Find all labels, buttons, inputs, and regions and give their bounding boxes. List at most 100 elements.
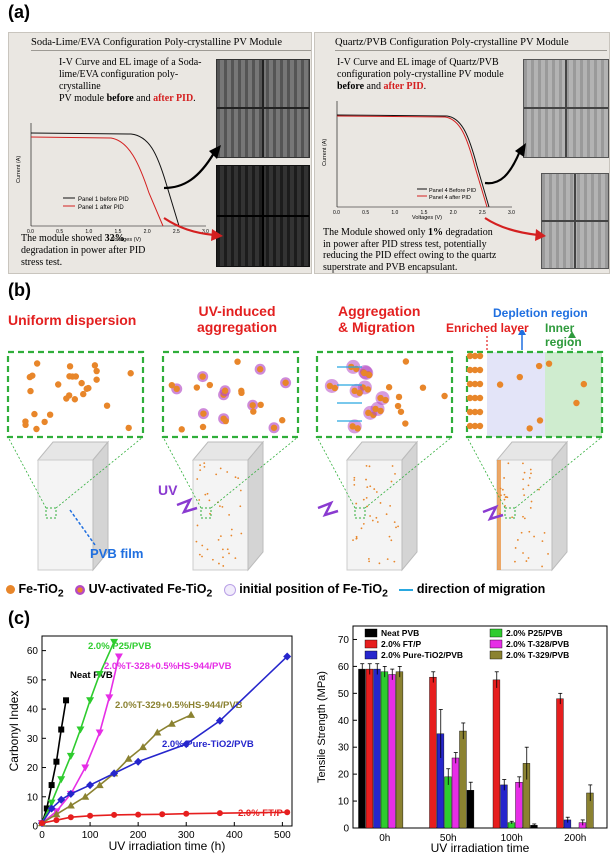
fe-tio2-particle	[476, 422, 484, 430]
fe-tio2-particle	[354, 425, 361, 432]
fe-tio2-particle	[199, 423, 207, 431]
data-point	[86, 781, 95, 790]
right-before-pid-curve	[336, 114, 490, 208]
fe-tio2-particle	[471, 380, 479, 388]
particle-dot	[543, 531, 546, 534]
particle-dot	[390, 539, 393, 542]
particle-dot	[501, 488, 504, 491]
data-point	[87, 812, 94, 819]
bar	[515, 782, 523, 829]
legend-label: 2.0% T-329/PVB	[506, 650, 569, 660]
particle-dot	[221, 505, 224, 508]
legend-swatch	[364, 650, 378, 660]
particle-dot	[397, 525, 399, 528]
particle-dot	[503, 477, 505, 479]
particle-dot	[203, 465, 206, 468]
data-point	[135, 811, 142, 818]
fe-tio2-particle	[466, 408, 474, 416]
y-tick-label: 60	[338, 662, 350, 673]
left-el-image-after	[216, 165, 310, 267]
particle-dot	[237, 477, 240, 480]
fe-tio2-particle	[496, 381, 504, 388]
particle-dot	[234, 476, 237, 479]
particle-dot	[523, 517, 526, 520]
y-tick-label: 50	[338, 689, 350, 700]
fe-tio2-particle	[173, 385, 180, 393]
bar	[451, 757, 460, 829]
particle-dot	[221, 548, 224, 551]
particle-dot	[371, 519, 374, 522]
particle-dot	[375, 516, 378, 519]
left-header: Soda-Lime/EVA Configuration Poly-crystal…	[31, 37, 311, 51]
particle-dot	[522, 515, 524, 518]
particle-dot	[239, 489, 242, 492]
fe-tio2-particle	[382, 396, 389, 404]
particle-dot	[217, 538, 220, 541]
particle-dot	[353, 483, 356, 486]
right-iv-xlabel: Voltages (V)	[412, 215, 442, 221]
particle-dot	[547, 553, 549, 555]
left-conclusion: The module showed 32% degradation in pow…	[21, 233, 146, 268]
fe-tio2-particle	[372, 405, 379, 413]
zoom-box	[200, 507, 212, 519]
fe-tio2-particle	[63, 395, 70, 402]
right-after-pid-curve	[336, 115, 488, 208]
data-point	[159, 811, 166, 818]
fe-tio2-particle	[377, 394, 384, 402]
fe-tio2-icon	[6, 585, 15, 595]
right-conclusion: The Module showed only 1% degradation in…	[323, 227, 497, 273]
y-tick-label: 60	[27, 646, 39, 657]
bar	[429, 676, 437, 829]
depletion-region-label: Depletion region	[493, 306, 588, 320]
particle-dot	[365, 478, 367, 481]
carbonyl-index-chart: 0 100 200 300 400 500 0 10 20 30 40 50 60 UV irradiat…	[7, 635, 293, 853]
particle-dot	[222, 556, 224, 559]
data-point	[47, 799, 56, 807]
fe-tio2-particle	[127, 370, 134, 377]
fe-tio2-particle	[476, 380, 484, 388]
x-tick-label: 0	[39, 830, 45, 841]
migration-arrow-icon	[399, 588, 414, 591]
right-description: I-V Curve and EL image of Quartz/PVB con…	[337, 57, 504, 92]
data-point	[284, 809, 291, 816]
pvb-block-side	[247, 440, 264, 572]
pvb-block-side	[551, 440, 568, 572]
zoom-line	[364, 436, 453, 509]
svg-text:Panel 4 Before PID: Panel 4 Before PID	[429, 188, 476, 194]
fe-tio2-particle	[476, 408, 484, 416]
data-point	[81, 764, 90, 772]
fe-tio2-particle	[31, 410, 38, 418]
fe-tio2-particle	[27, 387, 34, 395]
zoom-line	[514, 436, 603, 509]
fe-tio2-particle	[257, 401, 264, 409]
data-point	[57, 795, 66, 804]
data-point	[76, 726, 85, 734]
fe-tio2-particle	[385, 384, 393, 391]
particle-dot	[379, 502, 382, 504]
fe-tio2-particle	[476, 394, 484, 402]
series-label: 2.0%T-328+0.5%HS-944/PVB	[104, 661, 232, 672]
particle-dot	[393, 560, 396, 563]
particle-dot	[219, 505, 221, 508]
particle-dot	[388, 535, 391, 538]
particle-dot	[523, 471, 526, 474]
fe-tio2-particle	[125, 424, 132, 432]
fe-tio2-particle	[168, 381, 176, 389]
fe-tio2-particle	[279, 417, 286, 424]
data-point	[216, 810, 223, 817]
particle-dot	[378, 562, 381, 565]
iv-tick-label: 2.0	[144, 229, 151, 235]
particle-dot	[219, 535, 222, 537]
pvb-film-pointer	[69, 509, 96, 546]
fe-tio2-particle	[466, 380, 474, 388]
legend-initial-position: initial position of Fe-TiO2	[239, 582, 388, 600]
data-point	[95, 781, 104, 789]
fe-tio2-particle	[80, 390, 87, 398]
y-axis-title: Carbonyl Index	[7, 691, 21, 772]
particle-dot	[203, 462, 206, 464]
fe-tio2-particle	[29, 372, 36, 379]
legend-swatch	[364, 628, 378, 638]
iv-tick-label: 2.0	[450, 210, 457, 216]
data-point	[110, 769, 119, 778]
particle-dot	[376, 521, 379, 523]
